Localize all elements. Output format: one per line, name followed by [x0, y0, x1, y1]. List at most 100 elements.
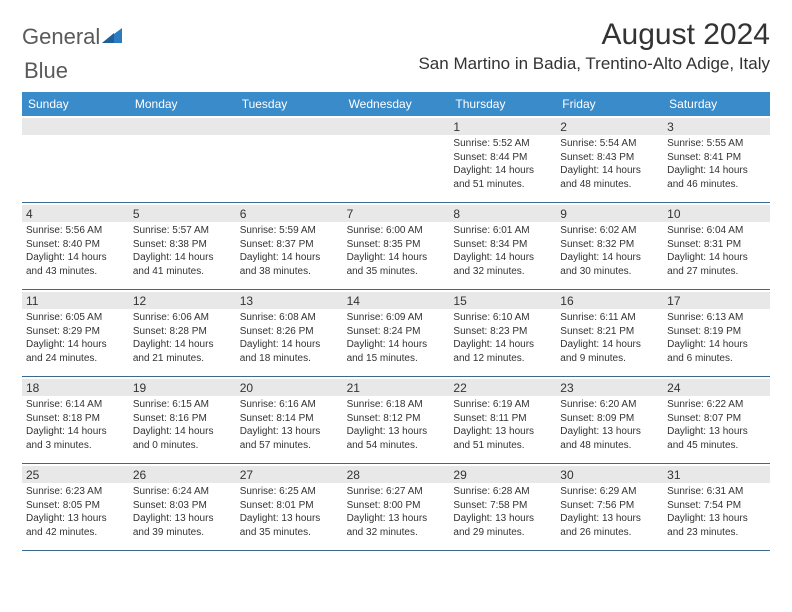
day-number: 29	[453, 468, 552, 482]
day-number-bar: 21	[343, 379, 450, 396]
day-cell	[343, 116, 450, 202]
day-number-bar: 1	[449, 118, 556, 135]
week-row: 1 Sunrise: 5:52 AMSunset: 8:44 PM Daylight…	[22, 116, 770, 203]
day-number-bar	[129, 118, 236, 135]
day-number: 4	[26, 207, 125, 221]
day-number-bar: 5	[129, 205, 236, 222]
daylight-text: Daylight: 13 hours and 26 minutes.	[560, 512, 659, 539]
sunrise-text: Sunrise: 6:25 AM	[240, 485, 339, 499]
day-cell: 14Sunrise: 6:09 AMSunset: 8:24 PMDayligh…	[343, 290, 450, 376]
day-cell	[22, 116, 129, 202]
day-number-bar	[236, 118, 343, 135]
dow-fri: Friday	[556, 92, 663, 116]
sunset-text: Sunset: 8:44 PM	[453, 151, 552, 165]
day-number-bar: 13	[236, 292, 343, 309]
week-row: 18Sunrise: 6:14 AMSunset: 8:18 PMDayligh…	[22, 377, 770, 464]
sunset-text: Sunset: 8:32 PM	[560, 238, 659, 252]
sunset-text: Sunset: 8:12 PM	[347, 412, 446, 426]
day-number-bar	[343, 118, 450, 135]
sunrise-text: Sunrise: 6:13 AM	[667, 311, 766, 325]
day-cell: 5Sunrise: 5:57 AMSunset: 8:38 PMDaylight…	[129, 203, 236, 289]
sunrise-text: Sunrise: 5:52 AM	[453, 137, 552, 151]
day-number-bar: 18	[22, 379, 129, 396]
day-number-bar: 3	[663, 118, 770, 135]
day-cell: 1Sunrise: 5:52 AMSunset: 8:44 PMDaylight…	[449, 116, 556, 202]
day-number: 13	[240, 294, 339, 308]
day-number: 10	[667, 207, 766, 221]
day-number: 26	[133, 468, 232, 482]
day-number-bar: 28	[343, 466, 450, 483]
day-number: 12	[133, 294, 232, 308]
day-number-bar	[22, 118, 129, 135]
day-cell: 19Sunrise: 6:15 AMSunset: 8:16 PMDayligh…	[129, 377, 236, 463]
dow-mon: Monday	[129, 92, 236, 116]
sunset-text: Sunset: 8:23 PM	[453, 325, 552, 339]
sunset-text: Sunset: 8:29 PM	[26, 325, 125, 339]
day-cell: 12Sunrise: 6:06 AMSunset: 8:28 PMDayligh…	[129, 290, 236, 376]
day-number-bar: 15	[449, 292, 556, 309]
daylight-text: Daylight: 13 hours and 39 minutes.	[133, 512, 232, 539]
day-cell: 17Sunrise: 6:13 AMSunset: 8:19 PMDayligh…	[663, 290, 770, 376]
location-subtitle: San Martino in Badia, Trentino-Alto Adig…	[418, 54, 770, 74]
day-number: 15	[453, 294, 552, 308]
daylight-text: Daylight: 14 hours and 12 minutes.	[453, 338, 552, 365]
day-number-bar: 12	[129, 292, 236, 309]
sunrise-text: Sunrise: 6:00 AM	[347, 224, 446, 238]
day-cell: 25Sunrise: 6:23 AMSunset: 8:05 PMDayligh…	[22, 464, 129, 550]
sunrise-text: Sunrise: 6:02 AM	[560, 224, 659, 238]
day-number-bar: 7	[343, 205, 450, 222]
daylight-text: Daylight: 13 hours and 48 minutes.	[560, 425, 659, 452]
day-cell: 16Sunrise: 6:11 AMSunset: 8:21 PMDayligh…	[556, 290, 663, 376]
sunrise-text: Sunrise: 6:09 AM	[347, 311, 446, 325]
sunset-text: Sunset: 8:35 PM	[347, 238, 446, 252]
day-number: 9	[560, 207, 659, 221]
day-cell: 22Sunrise: 6:19 AMSunset: 8:11 PMDayligh…	[449, 377, 556, 463]
daylight-text: Daylight: 14 hours and 18 minutes.	[240, 338, 339, 365]
sunrise-text: Sunrise: 6:27 AM	[347, 485, 446, 499]
daylight-text: Daylight: 14 hours and 46 minutes.	[667, 164, 766, 191]
day-number: 31	[667, 468, 766, 482]
brand-triangle-icon	[102, 26, 124, 49]
day-number: 2	[560, 120, 659, 134]
sunrise-text: Sunrise: 6:05 AM	[26, 311, 125, 325]
sunset-text: Sunset: 8:16 PM	[133, 412, 232, 426]
sunset-text: Sunset: 8:11 PM	[453, 412, 552, 426]
day-cell: 3Sunrise: 5:55 AMSunset: 8:41 PMDaylight…	[663, 116, 770, 202]
dow-wed: Wednesday	[343, 92, 450, 116]
week-row: 11Sunrise: 6:05 AMSunset: 8:29 PMDayligh…	[22, 290, 770, 377]
day-number-bar: 25	[22, 466, 129, 483]
day-cell: 4Sunrise: 5:56 AMSunset: 8:40 PMDaylight…	[22, 203, 129, 289]
day-number-bar: 20	[236, 379, 343, 396]
day-number: 20	[240, 381, 339, 395]
day-number-bar: 26	[129, 466, 236, 483]
daylight-text: Daylight: 13 hours and 51 minutes.	[453, 425, 552, 452]
sunrise-text: Sunrise: 6:28 AM	[453, 485, 552, 499]
sunset-text: Sunset: 8:28 PM	[133, 325, 232, 339]
daylight-text: Daylight: 14 hours and 48 minutes.	[560, 164, 659, 191]
sunrise-text: Sunrise: 5:57 AM	[133, 224, 232, 238]
daylight-text: Daylight: 14 hours and 3 minutes.	[26, 425, 125, 452]
daylight-text: Daylight: 14 hours and 15 minutes.	[347, 338, 446, 365]
day-number: 30	[560, 468, 659, 482]
day-number: 7	[347, 207, 446, 221]
sunset-text: Sunset: 7:58 PM	[453, 499, 552, 513]
sunrise-text: Sunrise: 6:18 AM	[347, 398, 446, 412]
sunrise-text: Sunrise: 6:20 AM	[560, 398, 659, 412]
sunrise-text: Sunrise: 6:19 AM	[453, 398, 552, 412]
day-number-bar: 16	[556, 292, 663, 309]
day-number-bar: 19	[129, 379, 236, 396]
sunrise-text: Sunrise: 6:22 AM	[667, 398, 766, 412]
day-cell	[129, 116, 236, 202]
week-row: 4Sunrise: 5:56 AMSunset: 8:40 PMDaylight…	[22, 203, 770, 290]
day-number-bar: 30	[556, 466, 663, 483]
day-cell: 2Sunrise: 5:54 AMSunset: 8:43 PMDaylight…	[556, 116, 663, 202]
dow-tue: Tuesday	[236, 92, 343, 116]
sunset-text: Sunset: 8:14 PM	[240, 412, 339, 426]
day-number-bar: 29	[449, 466, 556, 483]
sunset-text: Sunset: 8:21 PM	[560, 325, 659, 339]
sunrise-text: Sunrise: 6:15 AM	[133, 398, 232, 412]
day-number: 16	[560, 294, 659, 308]
sunset-text: Sunset: 7:56 PM	[560, 499, 659, 513]
sunrise-text: Sunrise: 5:59 AM	[240, 224, 339, 238]
brand-word1: General	[22, 24, 100, 50]
